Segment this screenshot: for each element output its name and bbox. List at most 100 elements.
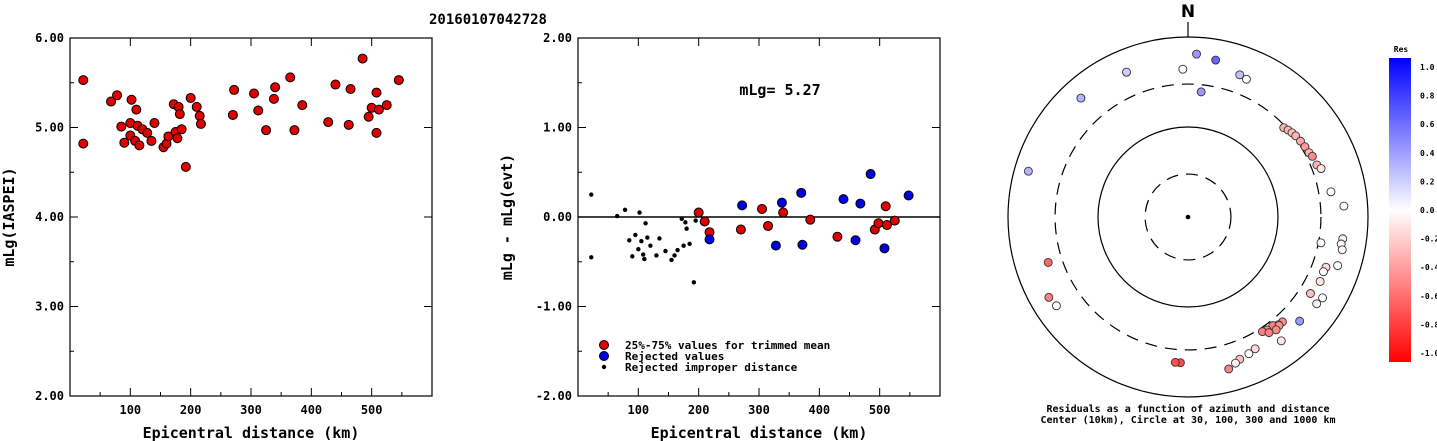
legend-marker-improper [601, 364, 607, 370]
x-tick-label: 100 [627, 403, 649, 417]
data-point-series-3 [691, 280, 697, 285]
data-point [126, 94, 137, 105]
data-point [112, 90, 123, 101]
data-point-series-3 [630, 254, 635, 259]
epicenter-dot [1185, 214, 1191, 220]
data-point [343, 119, 354, 130]
residual-vs-distance-panel: 100 200 300 400 500 -2.00 -1.00 0.00 1.00 2.00 mL… [498, 31, 941, 441]
polar-point [1305, 289, 1315, 298]
data-point-series-1 [880, 201, 891, 212]
polar-point [1316, 238, 1326, 248]
data-point [78, 75, 89, 86]
legend-label-trimmed: 25%-75% values for trimmed mean [625, 339, 830, 352]
y-tick-label: 2.00 [35, 389, 64, 403]
x-tick-label: 100 [119, 403, 141, 417]
y-tick-label: 2.00 [543, 31, 572, 45]
data-point [131, 104, 142, 115]
polar-points [1023, 49, 1349, 374]
distance-ring-300km [1054, 83, 1322, 351]
data-point-series-3 [627, 238, 632, 243]
y-tick-label: 6.00 [35, 31, 64, 45]
polar-point [1318, 293, 1328, 303]
colorbar-gradient [1389, 58, 1411, 362]
data-point-series-3 [683, 220, 688, 225]
polar-point [1316, 164, 1326, 173]
data-point [149, 118, 160, 129]
data-point-series-2 [737, 200, 748, 211]
polar-point [1051, 301, 1061, 311]
data-point [270, 82, 281, 93]
data-point-series-3 [681, 243, 686, 248]
data-point-series-3 [622, 207, 628, 213]
data-point-series-3 [654, 253, 659, 258]
panel1-ticks: 100 200 300 400 500 2.00 3.00 4.00 5.00 6.00 [35, 31, 432, 417]
polar-caption-line2: Center (10km), Circle at 30, 100, 300 an… [1040, 414, 1335, 426]
polar-point [1023, 166, 1033, 176]
data-point-series-1 [735, 224, 746, 235]
panel1-points [78, 53, 404, 172]
data-point [261, 125, 272, 136]
legend-label-improper: Rejected improper distance [625, 361, 798, 374]
data-point [194, 110, 205, 121]
data-point [176, 124, 187, 135]
x-tick-label: 300 [748, 403, 770, 417]
x-tick-label: 400 [300, 403, 322, 417]
y-tick-label: -1.00 [536, 300, 572, 314]
polar-point [1276, 336, 1286, 346]
panel2-annotation: mLg= 5.27 [739, 81, 820, 99]
data-point-series-3 [643, 221, 648, 226]
polar-point [1192, 49, 1201, 59]
data-point-series-3 [642, 256, 647, 262]
data-point-series-3 [640, 252, 646, 257]
data-point-series-3 [657, 236, 662, 241]
polar-point [1295, 316, 1305, 326]
colorbar-tick-label: 0.2 [1420, 177, 1435, 186]
magnitude-vs-distance-panel: 100 200 300 400 500 2.00 3.00 4.00 5.00 6.00 Epic… [0, 31, 433, 441]
data-point [253, 105, 264, 116]
distance-ring-100km [1097, 126, 1279, 308]
data-point-series-3 [633, 232, 638, 238]
data-point-series-1 [805, 214, 816, 225]
data-point-series-1 [873, 218, 884, 229]
data-point [106, 96, 117, 107]
polar-point [1231, 358, 1240, 368]
data-point-series-1 [757, 203, 768, 214]
data-point-series-2 [879, 243, 890, 254]
y-tick-label: 0.00 [543, 210, 572, 224]
colorbar-tick-label: 0.6 [1420, 120, 1435, 129]
data-point-series-2 [855, 198, 866, 209]
azimuth-residual-panel: N Residuals as a function of azimuth and… [1007, 2, 1369, 426]
data-point-series-1 [778, 207, 789, 218]
data-point [174, 109, 185, 120]
colorbar-tick-label: 1.0 [1420, 63, 1435, 72]
y-tick-label: 3.00 [35, 300, 64, 314]
data-point-series-3 [669, 257, 674, 263]
data-point [323, 117, 334, 128]
panel1-xlabel: Epicentral distance (km) [143, 424, 360, 441]
distance-ring-30km [1144, 173, 1232, 261]
data-point-series-2 [865, 169, 876, 180]
polar-point [1196, 87, 1206, 97]
figure-title: 20160107042728 [429, 12, 547, 28]
data-point-series-3 [615, 213, 620, 219]
data-point [371, 127, 382, 138]
polar-point [1178, 64, 1188, 74]
data-point-series-3 [648, 243, 653, 248]
data-point-series-3 [639, 238, 644, 244]
legend-marker-trimmed [599, 340, 609, 350]
polar-point [1315, 276, 1325, 286]
data-point [393, 75, 404, 86]
data-point [330, 79, 341, 90]
data-point [227, 109, 238, 120]
data-point [195, 118, 206, 129]
polar-point [1339, 201, 1349, 211]
panel2-legend: 25%-75% values for trimmed mean Rejected… [599, 339, 830, 374]
data-point-series-3 [684, 226, 689, 231]
legend-label-rejected: Rejected values [625, 350, 724, 363]
data-point-series-2 [704, 234, 715, 245]
data-point [268, 93, 279, 104]
polar-point [1307, 151, 1317, 161]
data-point [229, 84, 240, 95]
polar-caption-line1: Residuals as a function of azimuth and d… [1047, 403, 1330, 415]
data-point [363, 111, 374, 122]
